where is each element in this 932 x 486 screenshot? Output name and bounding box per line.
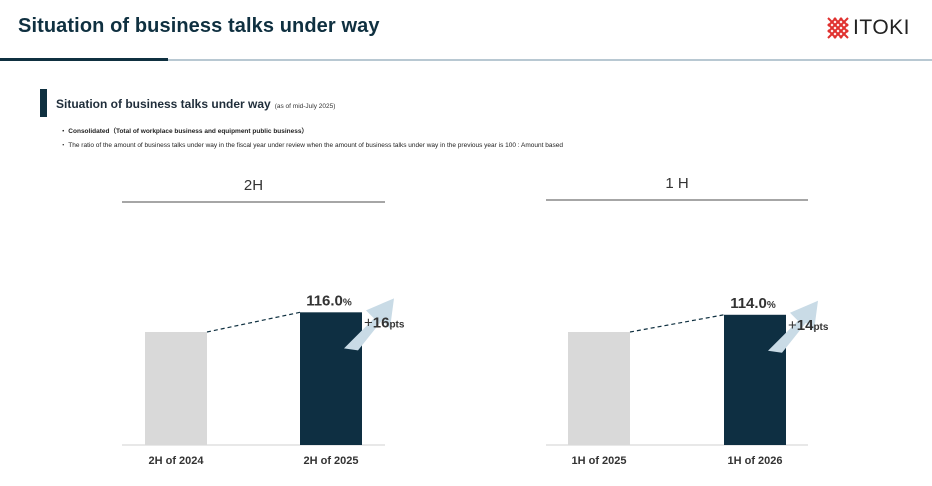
header-rule [168,59,932,61]
category-label: 1H of 2025 [571,455,626,467]
value-label: 116.0% [306,292,352,309]
chart-2: 1 H 1H of 2025 1H of 2026 114.0% +14pts [546,175,829,467]
trend-dashed-line [206,311,301,333]
note-consolidated: ・ Consolidated（Total of workplace busine… [60,128,308,135]
value-unit: % [767,300,776,311]
change-sign: + [364,314,373,331]
bar-current [724,314,786,445]
growth-arrow-icon [344,298,394,351]
category-label: 2H of 2024 [148,455,204,467]
logo-text: ITOKI [853,16,910,39]
section-title: Situation of business talks under way (as… [56,97,335,111]
change-value: 14 [797,317,814,334]
section-title-text: Situation of business talks under way [56,97,271,111]
category-label: 1H of 2026 [727,455,782,467]
category-label: 2H of 2025 [303,455,358,467]
header-rule-accent [0,58,168,61]
change-unit: pts [389,319,404,330]
itoki-logo: ITOKI [827,17,910,39]
change-label: +14pts [788,317,829,334]
value-unit: % [343,297,352,308]
value-number: 114.0 [730,295,767,312]
change-sign: + [788,317,797,334]
bar-previous [145,332,207,445]
change-unit: pts [813,322,828,333]
period-label: 1 H [665,175,688,192]
trend-dashed-line [629,314,725,333]
change-value: 16 [373,314,390,331]
value-number: 116.0 [306,292,343,309]
value-label: 114.0% [730,295,776,312]
itoki-logo-mark-icon [827,17,849,39]
period-label: 2H [244,177,263,194]
section-marker [40,89,47,117]
page-title: Situation of business talks under way [18,15,380,37]
chart-1: 2H 2H of 2024 2H of 2025 116.0% +16pts [122,177,405,467]
note-ratio-basis: ・ The ratio of the amount of business ta… [60,142,563,149]
change-label: +16pts [364,314,405,331]
section-date-note: (as of mid-July 2025) [274,103,336,110]
bar-current [300,312,362,445]
bar-previous [568,332,630,445]
growth-arrow-icon [768,300,818,353]
